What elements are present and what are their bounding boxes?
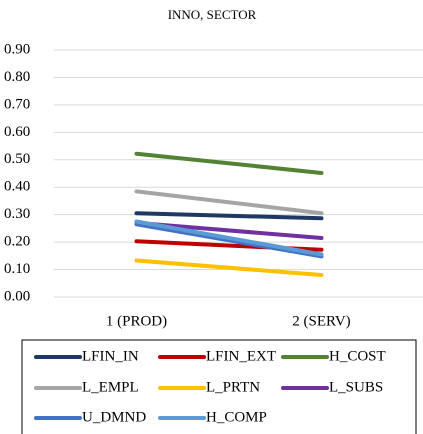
legend-label: LFIN_IN (82, 348, 139, 364)
series-line (134, 189, 324, 216)
y-tick-label: 0.30 (4, 206, 30, 222)
series-line (134, 222, 324, 259)
x-tick-label: 2 (SERV) (292, 313, 350, 329)
legend-label: H_COMP (206, 409, 267, 425)
series-line (134, 151, 324, 175)
y-tick-label: 0.70 (4, 96, 30, 112)
chart-title: INNO, SECTOR (168, 7, 257, 22)
y-tick-label: 0.90 (4, 41, 30, 57)
legend-label: L_PRTN (206, 379, 260, 395)
legend-box (21, 339, 417, 434)
series-line (134, 219, 324, 257)
y-tick-label: 0.60 (4, 124, 30, 140)
y-tick-label: 0.50 (4, 151, 30, 167)
legend-label: L_SUBS (329, 379, 383, 395)
x-tick-label: 1 (PROD) (106, 313, 167, 329)
legend-label: H_COST (329, 348, 386, 364)
y-tick-label: 0.10 (4, 261, 30, 277)
series-line (134, 258, 324, 278)
series-line (134, 211, 324, 221)
y-tick-label: 0.40 (4, 179, 30, 195)
legend-label: U_DMND (82, 409, 146, 425)
legend-label: LFIN_EXT (206, 348, 276, 364)
y-tick-label: 0.00 (4, 288, 30, 304)
y-tick-label: 0.80 (4, 69, 30, 85)
legend-label: L_EMPL (82, 379, 139, 395)
y-tick-label: 0.20 (4, 234, 30, 250)
